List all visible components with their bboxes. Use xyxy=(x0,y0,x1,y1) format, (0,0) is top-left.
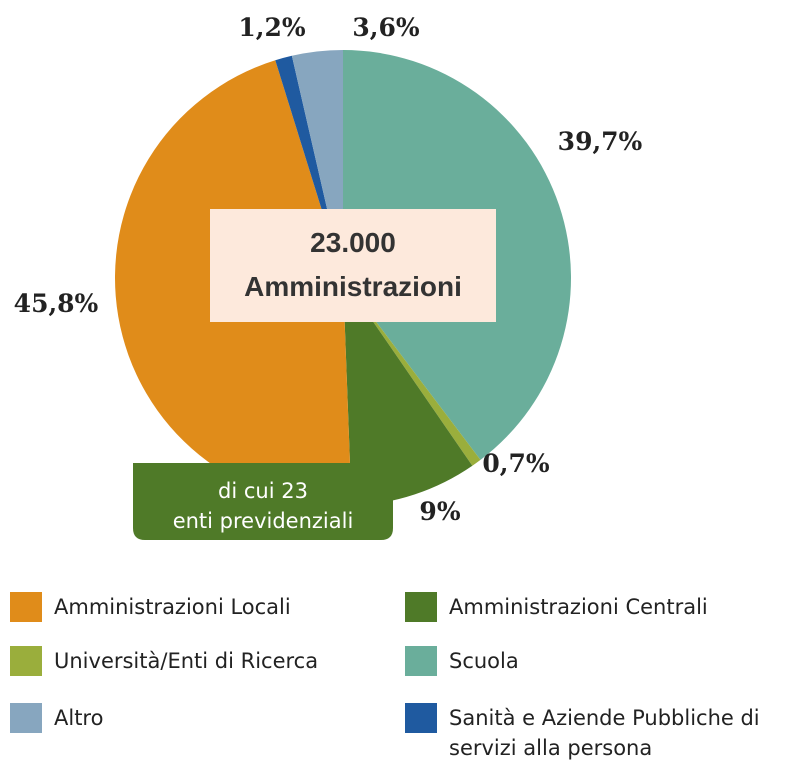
callout-box xyxy=(133,463,393,540)
legend-label: Sanità e Aziende Pubbliche di servizi al… xyxy=(449,706,760,760)
data-label: 3,6% xyxy=(352,13,419,42)
legend-label: Amministrazioni Locali xyxy=(54,595,291,619)
data-label: 9% xyxy=(419,497,460,526)
legend-swatch xyxy=(10,592,42,622)
pie-slice xyxy=(343,278,473,506)
data-label: 45,8% xyxy=(14,289,99,318)
legend-item: Altro xyxy=(10,703,400,733)
legend-item: Amministrazioni Centrali xyxy=(405,592,795,622)
legend-item: Scuola xyxy=(405,646,795,676)
legend-item: Sanità e Aziende Pubbliche di servizi al… xyxy=(405,703,805,763)
legend-item: Università/Enti di Ricerca xyxy=(10,646,400,676)
legend-label: Università/Enti di Ricerca xyxy=(54,649,319,673)
legend-swatch xyxy=(10,703,42,733)
center-label: Amministrazioni xyxy=(244,271,462,302)
legend-label: Scuola xyxy=(449,649,519,673)
legend-item: Amministrazioni Locali xyxy=(10,592,400,622)
data-label: 39,7% xyxy=(558,127,643,156)
legend-label: Amministrazioni Centrali xyxy=(449,595,708,619)
legend-label: Altro xyxy=(54,706,104,730)
legend-swatch xyxy=(405,703,437,733)
data-label: 1,2% xyxy=(238,13,305,42)
callout-text: di cui 23 xyxy=(218,479,308,503)
data-label: 0,7% xyxy=(482,449,549,478)
pie-slice xyxy=(343,278,481,466)
legend-swatch xyxy=(405,646,437,676)
callout-text: enti previdenziali xyxy=(173,509,354,533)
legend-swatch xyxy=(10,646,42,676)
center-box xyxy=(210,209,496,322)
legend-swatch xyxy=(405,592,437,622)
center-label: 23.000 xyxy=(310,227,396,258)
